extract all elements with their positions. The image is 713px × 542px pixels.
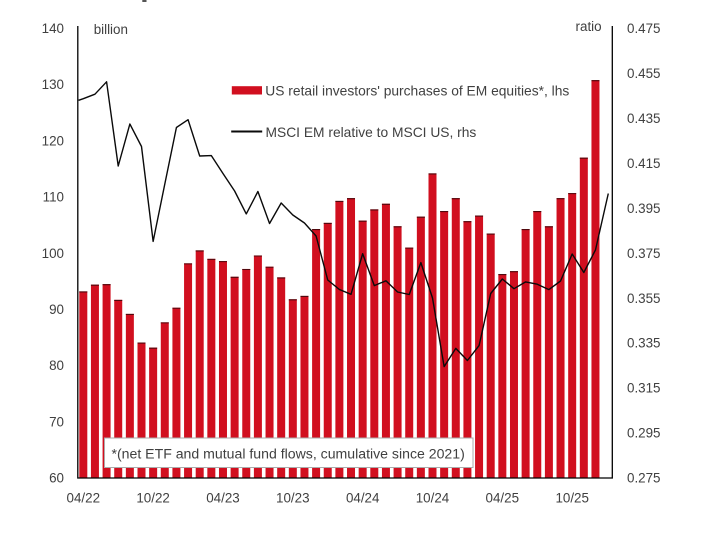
svg-text:0.295: 0.295 — [627, 426, 661, 441]
svg-text:04/23: 04/23 — [206, 490, 240, 505]
svg-text:90: 90 — [49, 302, 64, 317]
svg-text:*(net ETF and mutual fund flow: *(net ETF and mutual fund flows, cumulat… — [112, 446, 465, 462]
svg-text:60: 60 — [49, 471, 64, 486]
svg-text:0.435: 0.435 — [627, 111, 661, 126]
svg-text:10/25: 10/25 — [555, 490, 589, 505]
svg-text:ratio: ratio — [576, 19, 602, 34]
svg-text:70: 70 — [49, 414, 64, 429]
svg-text:10/23: 10/23 — [276, 490, 310, 505]
svg-text:0.375: 0.375 — [627, 246, 661, 261]
svg-text:billion: billion — [94, 22, 128, 37]
svg-text:MSCI EM relative to MSCI US, r: MSCI EM relative to MSCI US, rhs — [266, 125, 477, 140]
svg-text:0.275: 0.275 — [627, 471, 661, 486]
svg-text:04/25: 04/25 — [486, 490, 520, 505]
svg-text:0.395: 0.395 — [627, 201, 661, 216]
svg-text:120: 120 — [42, 133, 64, 148]
svg-text:04/24: 04/24 — [346, 490, 380, 505]
svg-text:110: 110 — [43, 190, 64, 205]
svg-text:100: 100 — [42, 246, 64, 261]
svg-text:0.355: 0.355 — [627, 291, 661, 306]
svg-text:140: 140 — [42, 21, 64, 36]
svg-text:0.315: 0.315 — [627, 381, 661, 396]
svg-text:10/22: 10/22 — [136, 490, 170, 505]
svg-text:0.475: 0.475 — [627, 21, 661, 36]
svg-text:80: 80 — [49, 358, 64, 373]
svg-text:130: 130 — [42, 77, 64, 92]
svg-text:04/22: 04/22 — [67, 490, 101, 505]
svg-text:US retail investors' purchases: US retail investors' purchases of EM equ… — [265, 84, 569, 99]
svg-text:0.335: 0.335 — [627, 336, 661, 351]
svg-text:10/24: 10/24 — [416, 490, 450, 505]
svg-text:0.455: 0.455 — [627, 66, 661, 81]
svg-text:0.415: 0.415 — [627, 156, 661, 171]
